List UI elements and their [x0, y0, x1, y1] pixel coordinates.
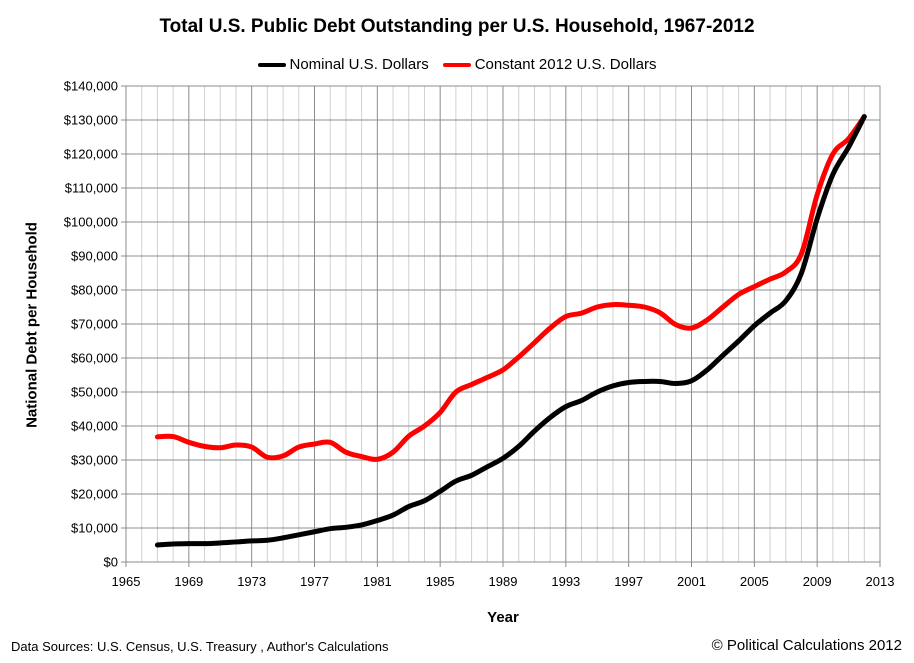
x-tick-label: 1993: [551, 574, 580, 589]
y-tick-label: $80,000: [71, 283, 118, 298]
y-tick-label: $20,000: [71, 487, 118, 502]
y-tick-label: $90,000: [71, 249, 118, 264]
x-tick-label: 1981: [363, 574, 392, 589]
legend-swatch-nominal: [257, 62, 286, 67]
x-tick-label: 1989: [489, 574, 518, 589]
y-tick-label: $130,000: [64, 113, 118, 128]
x-tick-label: 1969: [174, 574, 203, 589]
x-tick-label: 1977: [300, 574, 329, 589]
series-line-nominal: [154, 114, 867, 548]
x-tick-label: 1965: [112, 574, 141, 589]
copyright: © Political Calculations 2012: [711, 637, 902, 654]
plot-border: [125, 85, 881, 563]
y-tick-label: $30,000: [71, 453, 118, 468]
data-sources: Data Sources: U.S. Census, U.S. Treasury…: [11, 639, 389, 654]
y-tick-label: $50,000: [71, 385, 118, 400]
y-tick-label: $110,000: [65, 181, 118, 196]
series-line-constant: [154, 114, 867, 462]
legend-label-constant: Constant 2012 U.S. Dollars: [474, 56, 657, 73]
x-tick-label: 2005: [740, 574, 769, 589]
legend-swatch-constant: [442, 62, 471, 67]
y-tick-label: $120,000: [64, 147, 118, 162]
x-tick-label: 2009: [803, 574, 832, 589]
x-tick-label: 1985: [426, 574, 455, 589]
x-tick-label: 2001: [677, 574, 706, 589]
y-tick-label: $100,000: [64, 215, 118, 230]
y-tick-label: $60,000: [71, 351, 118, 366]
x-axis-label: Year: [487, 609, 519, 626]
legend-item-nominal: Nominal U.S. Dollars: [257, 56, 429, 73]
chart-title: Total U.S. Public Debt Outstanding per U…: [159, 16, 755, 37]
y-tick-label: $70,000: [71, 317, 118, 332]
x-tick-label: 1973: [237, 574, 266, 589]
x-tick-label: 2013: [866, 574, 895, 589]
x-tick-label: 1997: [614, 574, 643, 589]
legend-label-nominal: Nominal U.S. Dollars: [289, 56, 429, 73]
y-axis-label: National Debt per Household: [23, 222, 41, 428]
y-tick-label: $10,000: [71, 521, 118, 536]
legend-item-constant: Constant 2012 U.S. Dollars: [442, 56, 657, 73]
legend: Nominal U.S. Dollars Constant 2012 U.S. …: [0, 56, 914, 73]
y-tick-label: $40,000: [71, 419, 118, 434]
y-tick-label: $0: [104, 555, 118, 570]
y-tick-label: $140,000: [64, 79, 118, 94]
